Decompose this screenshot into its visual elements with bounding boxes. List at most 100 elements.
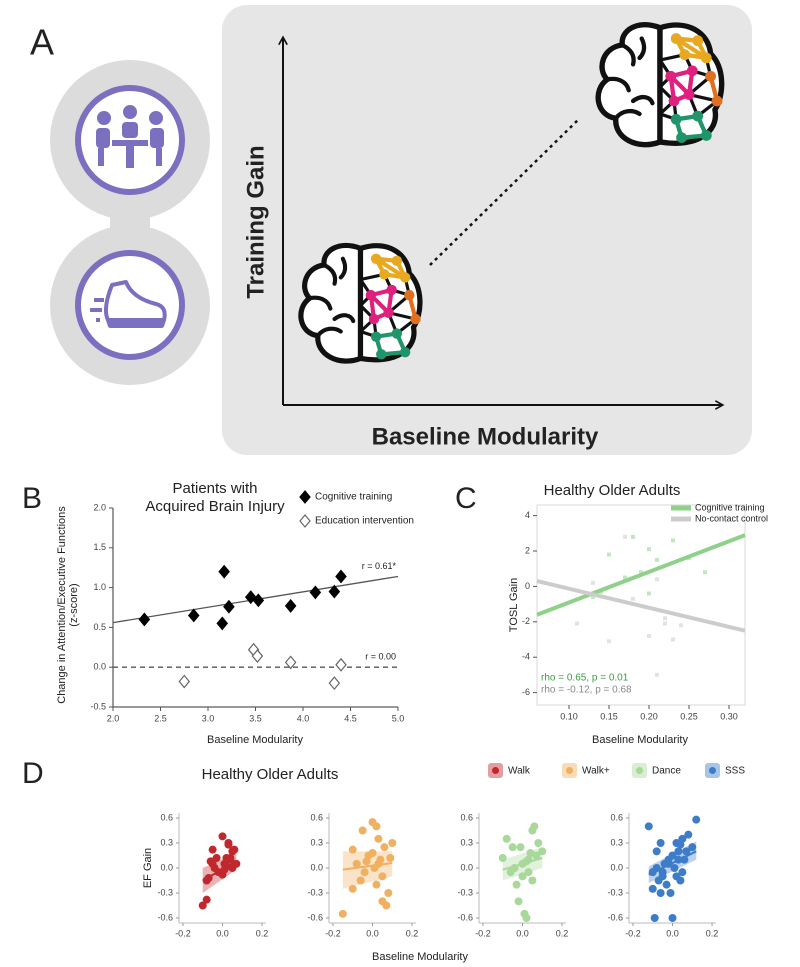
point xyxy=(692,815,701,824)
legend-marker xyxy=(299,490,311,504)
point xyxy=(674,847,683,856)
x-tick-label: -0.2 xyxy=(325,928,341,938)
y-axis-label: (z-score) xyxy=(68,583,80,626)
point xyxy=(498,854,507,862)
legend-label: Walk xyxy=(508,766,531,777)
point xyxy=(358,826,367,835)
panel-letter: A xyxy=(30,22,54,63)
point xyxy=(284,598,297,613)
x-tick-label: 5.0 xyxy=(392,713,405,723)
point xyxy=(650,914,659,922)
point xyxy=(591,580,595,585)
fit-line xyxy=(536,533,746,617)
point xyxy=(528,876,537,885)
point xyxy=(502,834,511,843)
point xyxy=(647,633,651,638)
x-tick-label: 0.0 xyxy=(516,928,529,938)
y-tick-label: 0.6 xyxy=(460,812,473,822)
y-tick-label: -0.6 xyxy=(307,912,323,922)
y-tick-label: 0.0 xyxy=(310,862,323,872)
shoe-icon xyxy=(90,280,167,328)
point xyxy=(360,868,369,877)
y-tick-label: 0.3 xyxy=(310,837,323,847)
icon-connector xyxy=(110,200,150,250)
point xyxy=(680,855,689,864)
legend-label: Education intervention xyxy=(315,516,414,527)
point xyxy=(522,857,531,866)
point xyxy=(368,849,377,857)
point xyxy=(679,623,683,628)
y-tick-label: 0.3 xyxy=(460,837,473,847)
x-tick-label: 0.10 xyxy=(560,711,578,721)
legend-label: No-contact control xyxy=(695,513,768,523)
point xyxy=(202,895,211,904)
x-tick-label: 2.0 xyxy=(107,713,120,723)
point xyxy=(187,608,200,623)
y-tick-label: -0.3 xyxy=(307,887,323,897)
point xyxy=(328,584,341,599)
y-tick-label: -0.5 xyxy=(90,701,106,711)
point xyxy=(338,909,347,918)
x-tick-label: 2.5 xyxy=(154,713,167,723)
legend-label: Cognitive training xyxy=(695,502,765,512)
point xyxy=(512,880,521,889)
point xyxy=(380,843,389,852)
legend-marker xyxy=(299,514,311,528)
point xyxy=(678,868,687,877)
legend-label: Dance xyxy=(652,766,681,777)
x-tick-label: 0.15 xyxy=(600,711,618,721)
x-tick-label: 0.2 xyxy=(706,928,719,938)
point xyxy=(382,901,391,910)
y-tick-label: 0.0 xyxy=(93,662,106,672)
legend-marker xyxy=(709,767,716,774)
point xyxy=(372,822,381,831)
point xyxy=(374,834,383,843)
x-axis-label: Baseline Modularity xyxy=(372,423,599,450)
panel-letter: B xyxy=(22,482,42,515)
point xyxy=(328,676,341,691)
chart-title: Patients with xyxy=(172,480,257,497)
point xyxy=(388,839,397,847)
y-tick-label: -2 xyxy=(522,616,530,626)
point xyxy=(534,839,543,847)
point xyxy=(522,914,531,922)
point xyxy=(631,596,635,601)
annotation: r = 0.00 xyxy=(365,652,396,662)
y-tick-label: 0.0 xyxy=(460,862,473,872)
x-tick-label: 0.2 xyxy=(406,928,419,938)
panel-letter: D xyxy=(22,757,44,790)
point xyxy=(356,876,365,885)
x-tick-label: 0.0 xyxy=(366,928,379,938)
plot-frame xyxy=(536,504,746,706)
x-tick-label: 0.30 xyxy=(720,711,738,721)
x-tick-label: 0.25 xyxy=(680,711,698,721)
point xyxy=(362,857,371,866)
point xyxy=(372,880,381,889)
point xyxy=(631,534,635,539)
legend-label: SSS xyxy=(725,766,745,777)
point xyxy=(252,593,265,608)
point xyxy=(674,855,683,864)
y-tick-label: -0.3 xyxy=(607,887,623,897)
point xyxy=(676,876,685,885)
y-tick-label: -0.3 xyxy=(457,887,473,897)
point xyxy=(208,845,217,854)
chart-title: Acquired Brain Injury xyxy=(145,498,285,515)
x-tick-label: 0.2 xyxy=(556,928,569,938)
y-tick-label: -0.3 xyxy=(157,887,173,897)
x-tick-label: 0.0 xyxy=(216,928,229,938)
legend-marker xyxy=(492,767,499,774)
point xyxy=(684,830,693,839)
fit-line xyxy=(536,579,746,633)
point xyxy=(508,843,517,852)
legend-label: Walk+ xyxy=(582,766,610,777)
point xyxy=(386,854,395,862)
point xyxy=(664,859,673,868)
point xyxy=(210,864,219,872)
point xyxy=(655,577,659,582)
point xyxy=(518,872,527,881)
point xyxy=(647,591,651,596)
point xyxy=(687,556,691,561)
point xyxy=(655,672,659,677)
point xyxy=(348,884,357,893)
